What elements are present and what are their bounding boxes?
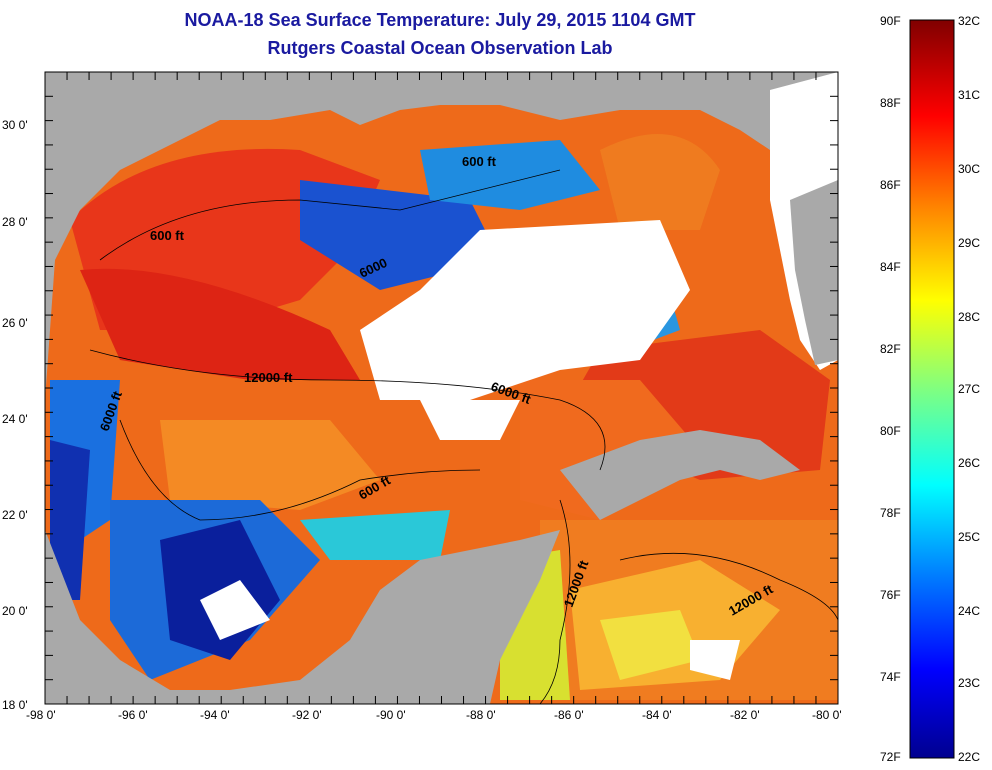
x-tick-label: -98 0' bbox=[26, 708, 56, 722]
x-tick-label: -82 0' bbox=[730, 708, 760, 722]
colorbar-f-label: 86F bbox=[880, 178, 901, 192]
colorbar-c-label: 32C bbox=[958, 14, 981, 28]
x-tick-label: -80 0' bbox=[812, 708, 842, 722]
y-tick-label: 24 0' bbox=[2, 412, 28, 426]
y-tick-label: 22 0' bbox=[2, 508, 28, 522]
colorbar-f-label: 82F bbox=[880, 342, 901, 356]
x-tick-label: -94 0' bbox=[200, 708, 230, 722]
colorbar-c-label: 31C bbox=[958, 88, 981, 102]
colorbar-c-label: 24C bbox=[958, 604, 981, 618]
colorbar-c-label: 27C bbox=[958, 382, 981, 396]
x-tick-label: -96 0' bbox=[118, 708, 148, 722]
x-tick-label: -84 0' bbox=[642, 708, 672, 722]
colorbar-c-label: 23C bbox=[958, 676, 981, 690]
contour-label: 12000 ft bbox=[244, 370, 293, 385]
y-tick-label: 26 0' bbox=[2, 316, 28, 330]
colorbar-c-label: 30C bbox=[958, 162, 981, 176]
colorbar-c-label: 29C bbox=[958, 236, 981, 250]
y-tick-label: 28 0' bbox=[2, 215, 28, 229]
x-tick-label: -88 0' bbox=[466, 708, 496, 722]
x-tick-label: -90 0' bbox=[376, 708, 406, 722]
colorbar-c-label: 26C bbox=[958, 456, 981, 470]
contour-label: 600 ft bbox=[462, 154, 497, 169]
colorbar-f-label: 76F bbox=[880, 588, 901, 602]
colorbar-c-label: 28C bbox=[958, 310, 981, 324]
x-tick-label: -92 0' bbox=[292, 708, 322, 722]
x-tick-label: -86 0' bbox=[554, 708, 584, 722]
colorbar-f-label: 72F bbox=[880, 750, 901, 764]
y-tick-label: 30 0' bbox=[2, 118, 28, 132]
contour-label: 600 ft bbox=[150, 228, 185, 243]
y-tick-label: 20 0' bbox=[2, 604, 28, 618]
colorbar-f-label: 74F bbox=[880, 670, 901, 684]
map-title: NOAA-18 Sea Surface Temperature: July 29… bbox=[184, 10, 696, 30]
colorbar-c-label: 22C bbox=[958, 750, 981, 764]
colorbar-f-label: 90F bbox=[880, 14, 901, 28]
colorbar-f-label: 80F bbox=[880, 424, 901, 438]
colorbar-f-label: 88F bbox=[880, 96, 901, 110]
y-tick-label: 18 0' bbox=[2, 698, 28, 712]
colorbar-c-label: 25C bbox=[958, 530, 981, 544]
colorbar-f-label: 84F bbox=[880, 260, 901, 274]
colorbar-f-label: 78F bbox=[880, 506, 901, 520]
map-subtitle: Rutgers Coastal Ocean Observation Lab bbox=[267, 38, 613, 58]
colorbar bbox=[909, 19, 955, 759]
axis-ticks bbox=[44, 71, 839, 705]
